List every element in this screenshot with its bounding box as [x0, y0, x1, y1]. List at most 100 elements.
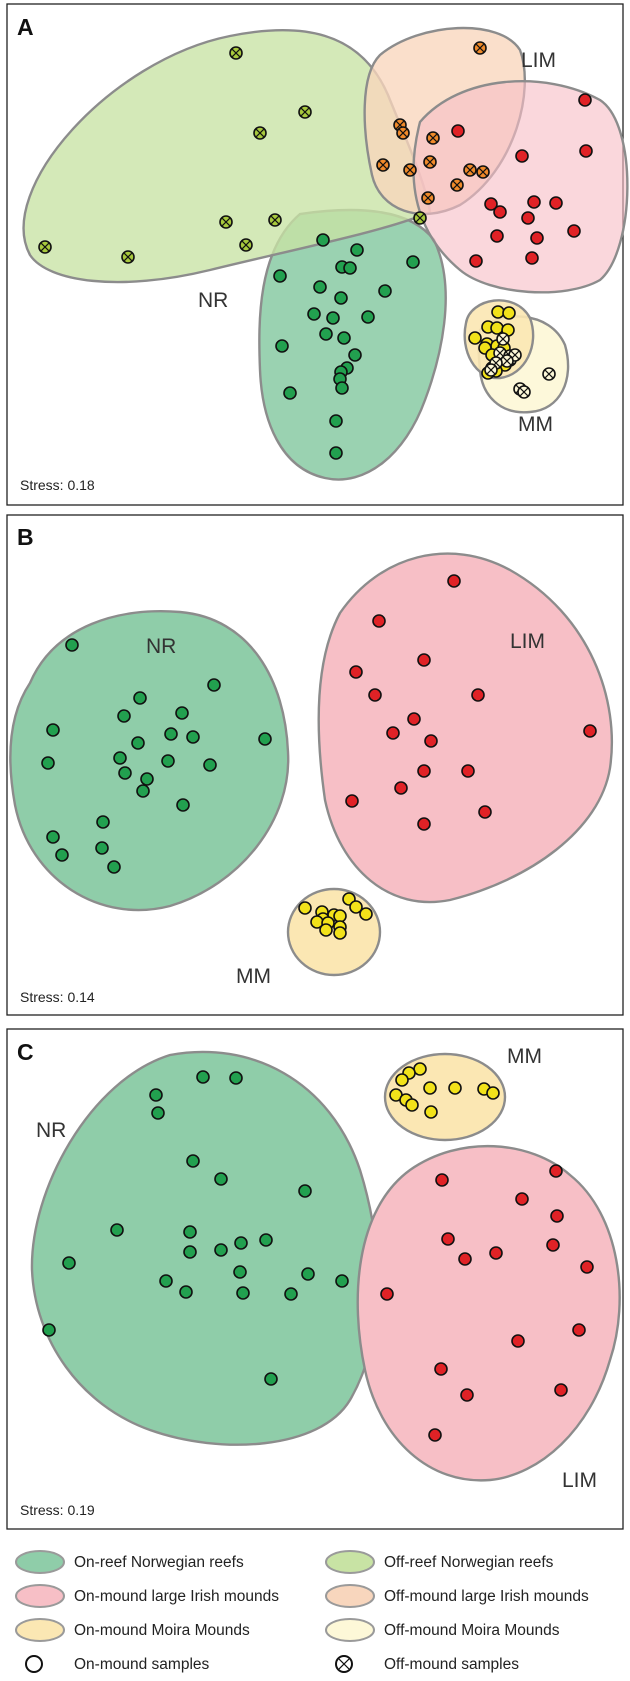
point-mm-off-cross — [486, 365, 496, 375]
point-lim-on — [386, 726, 400, 740]
panel-b-points — [41, 574, 597, 940]
point-nr-on — [326, 311, 340, 325]
point-lim-off-cross — [478, 167, 488, 177]
legend-swatch — [15, 1618, 65, 1642]
point-nr-on — [107, 860, 121, 874]
point-nr-on — [229, 1071, 243, 1085]
point-nr-on — [186, 730, 200, 744]
point-mm-on — [413, 1062, 427, 1076]
legend-on-mound-symbol — [25, 1655, 43, 1673]
point-nr-on — [159, 1274, 173, 1288]
point-nr-on — [348, 348, 362, 362]
point-lim-on — [511, 1334, 525, 1348]
point-nr-on — [151, 1106, 165, 1120]
point-nr-on — [335, 381, 349, 395]
point-lim-off-cross — [465, 165, 475, 175]
point-mm-off-cross — [495, 348, 505, 358]
point-lim-on — [407, 712, 421, 726]
point-nr-on — [273, 269, 287, 283]
legend-swatch — [325, 1584, 375, 1608]
point-nr-on — [161, 754, 175, 768]
point-nr-on — [234, 1236, 248, 1250]
point-nr-on — [236, 1286, 250, 1300]
point-nr-on — [329, 446, 343, 460]
panel-c-stress: Stress: 0.19 — [20, 1502, 95, 1518]
point-lim-on — [460, 1388, 474, 1402]
panel-b-stress: Stress: 0.14 — [20, 989, 95, 1005]
point-nr-on — [136, 784, 150, 798]
point-nr-off-cross — [255, 128, 265, 138]
point-mm-off-cross — [498, 334, 508, 344]
point-lim-on — [525, 251, 539, 265]
point-lim-off-cross — [398, 128, 408, 138]
point-nr-on — [41, 756, 55, 770]
point-nr-off-cross — [415, 213, 425, 223]
point-nr-on — [337, 331, 351, 345]
point-lim-on — [417, 764, 431, 778]
point-nr-on — [378, 284, 392, 298]
point-nr-on — [259, 1233, 273, 1247]
legend-label: Off-reef Norwegian reefs — [384, 1554, 554, 1571]
point-mm-on — [298, 901, 312, 915]
point-mm-on — [333, 926, 347, 940]
point-lim-on — [394, 781, 408, 795]
point-nr-on — [214, 1172, 228, 1186]
point-lim-on — [572, 1323, 586, 1337]
point-lim-on — [567, 224, 581, 238]
panel-a-letter: A — [17, 14, 34, 40]
point-lim-on — [489, 1246, 503, 1260]
point-nr-on — [258, 732, 272, 746]
panel-c: C MM NR LIM Stress: 0.19 — [6, 1028, 624, 1530]
hull-lim-on-mound — [412, 80, 629, 294]
point-nr-on — [131, 736, 145, 750]
panel-a-label-mm: MM — [518, 413, 553, 436]
point-lim-on — [458, 1252, 472, 1266]
point-nr-on — [46, 830, 60, 844]
point-nr-on — [186, 1154, 200, 1168]
point-nr-on — [335, 1274, 349, 1288]
point-nr-on — [214, 1243, 228, 1257]
hull-lim-on-mound — [317, 552, 614, 904]
point-nr-off-cross — [40, 242, 50, 252]
point-nr-on — [183, 1225, 197, 1239]
point-lim-on — [372, 614, 386, 628]
panel-a-label-nr: NR — [198, 289, 228, 312]
hull-nr-on-reef — [258, 208, 447, 481]
legend-cross — [338, 1658, 350, 1670]
point-lim-off-cross — [428, 133, 438, 143]
legend-label: On-mound Moira Mounds — [74, 1622, 250, 1639]
legend-swatch — [15, 1550, 65, 1574]
point-lim-on — [461, 764, 475, 778]
point-nr-on — [62, 1256, 76, 1270]
point-lim-on — [435, 1173, 449, 1187]
legend-label: Off-mound Moira Mounds — [384, 1622, 560, 1639]
point-lim-on — [578, 93, 592, 107]
point-lim-on — [447, 574, 461, 588]
point-lim-on — [493, 205, 507, 219]
point-lim-on — [550, 1209, 564, 1223]
point-mm-on — [502, 306, 516, 320]
panel-c-letter: C — [17, 1039, 34, 1065]
point-nr-on — [175, 706, 189, 720]
point-lim-off-cross — [423, 193, 433, 203]
point-mm-on — [468, 331, 482, 345]
point-lim-on — [530, 231, 544, 245]
legend-swatch — [325, 1550, 375, 1574]
point-nr-on — [133, 691, 147, 705]
point-mm-on — [319, 923, 333, 937]
point-mm-on — [424, 1105, 438, 1119]
panel-b-label-nr: NR — [146, 635, 176, 658]
point-mm-on — [448, 1081, 462, 1095]
panel-a-points — [38, 41, 593, 460]
point-nr-on — [329, 414, 343, 428]
point-mm-on — [359, 907, 373, 921]
point-mm-on — [349, 900, 363, 914]
hull-nr-on-reef — [30, 1050, 379, 1446]
point-nr-on — [283, 386, 297, 400]
point-nr-on — [319, 327, 333, 341]
legend-label: Off-mound samples — [384, 1656, 519, 1673]
point-lim-on — [549, 196, 563, 210]
point-lim-on — [527, 195, 541, 209]
point-lim-on — [515, 1192, 529, 1206]
point-nr-on — [65, 638, 79, 652]
